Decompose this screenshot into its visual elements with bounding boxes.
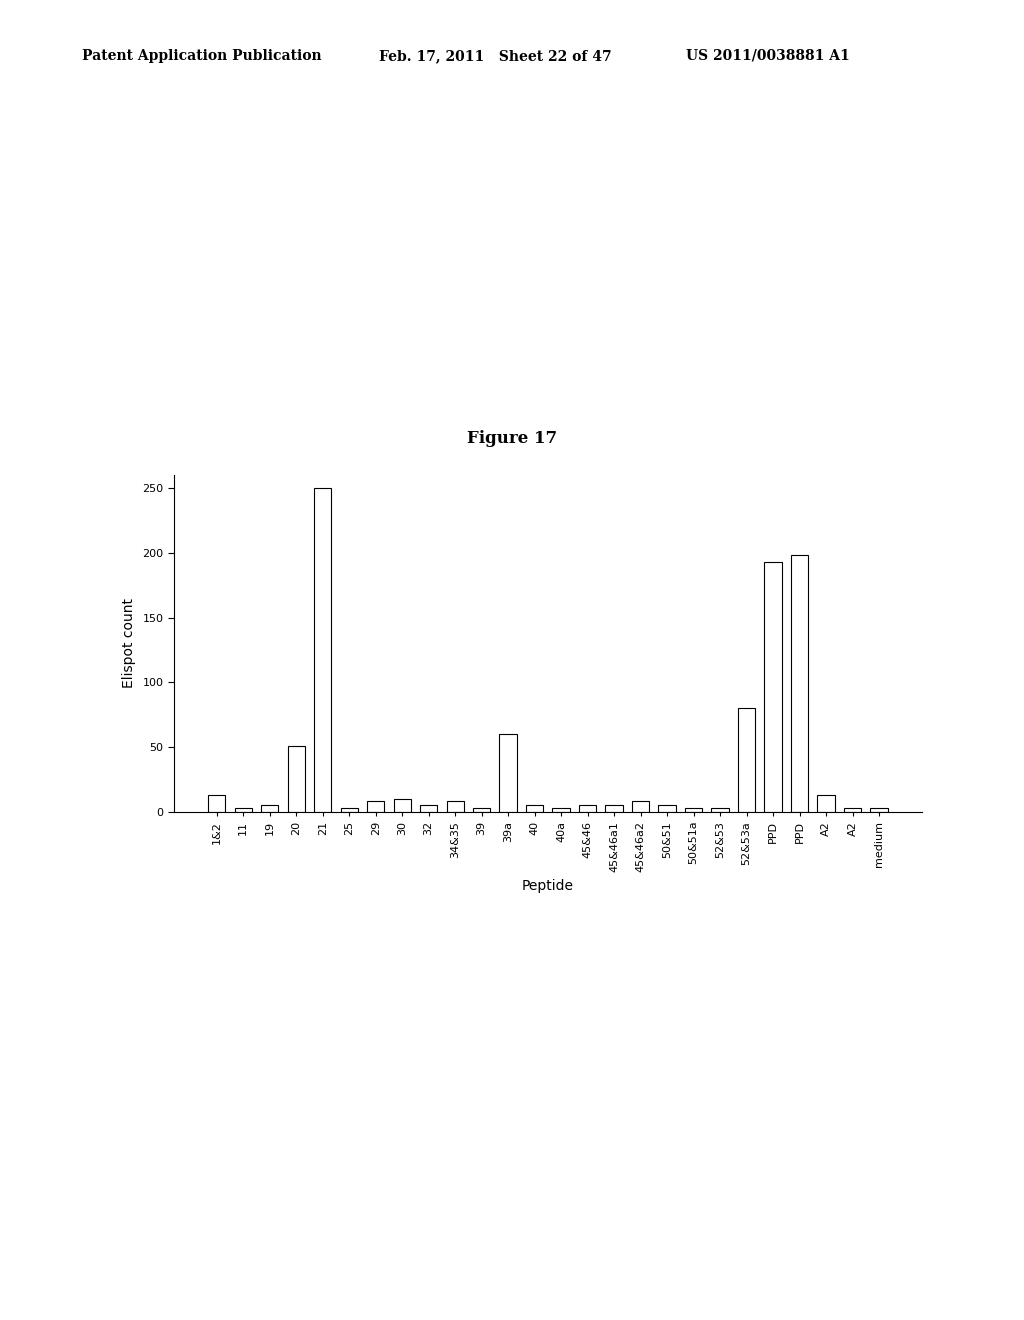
Bar [817, 795, 835, 812]
Bar [553, 808, 569, 812]
Bar [738, 709, 755, 812]
Bar [685, 808, 702, 812]
Bar [605, 805, 623, 812]
Bar [420, 805, 437, 812]
Bar [234, 808, 252, 812]
Bar [870, 808, 888, 812]
Y-axis label: Elispot count: Elispot count [122, 598, 135, 689]
Bar [446, 801, 464, 812]
Bar [367, 801, 384, 812]
Bar [288, 746, 305, 812]
Bar [500, 734, 517, 812]
Bar [791, 556, 808, 812]
Bar [658, 805, 676, 812]
Text: Figure 17: Figure 17 [467, 430, 557, 447]
Bar [765, 562, 781, 812]
Bar [261, 805, 279, 812]
Text: US 2011/0038881 A1: US 2011/0038881 A1 [686, 49, 850, 63]
Bar [579, 805, 596, 812]
Bar [526, 805, 543, 812]
Bar [314, 488, 331, 812]
Text: Feb. 17, 2011   Sheet 22 of 47: Feb. 17, 2011 Sheet 22 of 47 [379, 49, 611, 63]
Text: Patent Application Publication: Patent Application Publication [82, 49, 322, 63]
Bar [473, 808, 490, 812]
Bar [712, 808, 729, 812]
Bar [844, 808, 861, 812]
X-axis label: Peptide: Peptide [522, 879, 573, 892]
Bar [393, 799, 411, 812]
Bar [341, 808, 357, 812]
Bar [208, 795, 225, 812]
Bar [632, 801, 649, 812]
